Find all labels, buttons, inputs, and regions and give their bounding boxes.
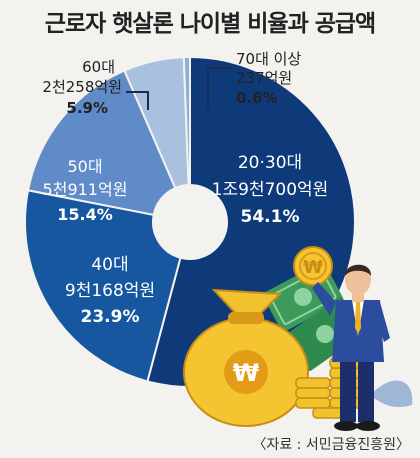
label-20-30-amount: 1조9천700억원 [212,180,329,200]
label-60-amount: 2천258억원 [42,78,122,96]
slice-label-20-30: 20·30대 1조9천700억원 54.1% [212,153,329,227]
label-60-percent: 5.9% [66,99,108,117]
money-bag-icon: ₩ [183,288,309,427]
label-50-age: 50대 [67,157,102,176]
won-coin-icon: ₩ [293,246,333,286]
slice-label-40: 40대 9천168억원 23.9% [65,255,155,327]
chart-title: 근로자 햇살론 나이별 비율과 공급액 [44,11,376,37]
label-40-percent: 23.9% [81,307,140,327]
label-70-age: 70대 이상 [236,50,301,68]
donut-hole [153,185,227,259]
label-50-amount: 5천911억원 [43,180,128,199]
svg-text:₩: ₩ [303,257,323,278]
label-20-30-percent: 54.1% [241,207,300,227]
businessman-icon [312,264,390,431]
svg-text:₩: ₩ [233,359,260,387]
label-20-30-age: 20·30대 [238,153,302,173]
label-70-percent: 0.6% [236,89,278,107]
label-40-amount: 9천168억원 [65,281,155,301]
slice-label-60: 60대 2천258억원 5.9% [42,58,122,117]
slice-label-50: 50대 5천911억원 15.4% [43,157,128,224]
label-70-amount: 237억원 [236,69,292,87]
leader-lines [126,67,232,110]
label-50-percent: 15.4% [57,205,113,224]
slice-label-70: 70대 이상 237억원 0.6% [236,50,301,107]
source-note: 〈자료 : 서민금융진흥원〉 [252,437,410,453]
label-60-age: 60대 [82,58,115,76]
label-40-age: 40대 [91,255,128,275]
